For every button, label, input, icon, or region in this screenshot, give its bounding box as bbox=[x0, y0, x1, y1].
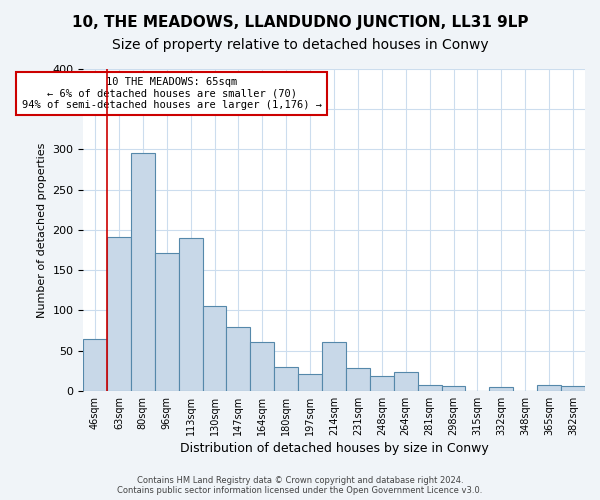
Bar bbox=[83, 338, 107, 391]
Bar bbox=[346, 368, 370, 391]
Bar bbox=[370, 376, 394, 391]
Bar bbox=[250, 342, 274, 391]
Bar bbox=[226, 326, 250, 391]
Bar bbox=[394, 372, 418, 391]
Bar bbox=[179, 238, 203, 391]
Bar bbox=[561, 386, 585, 391]
Bar bbox=[418, 384, 442, 391]
Text: 10 THE MEADOWS: 65sqm
← 6% of detached houses are smaller (70)
94% of semi-detac: 10 THE MEADOWS: 65sqm ← 6% of detached h… bbox=[22, 77, 322, 110]
Bar bbox=[274, 367, 298, 391]
Bar bbox=[107, 237, 131, 391]
Text: Size of property relative to detached houses in Conwy: Size of property relative to detached ho… bbox=[112, 38, 488, 52]
Text: 10, THE MEADOWS, LLANDUDNO JUNCTION, LL31 9LP: 10, THE MEADOWS, LLANDUDNO JUNCTION, LL3… bbox=[72, 15, 528, 30]
Bar bbox=[155, 254, 179, 391]
X-axis label: Distribution of detached houses by size in Conwy: Distribution of detached houses by size … bbox=[179, 442, 488, 455]
Bar bbox=[490, 387, 513, 391]
Bar bbox=[537, 384, 561, 391]
Bar bbox=[442, 386, 466, 391]
Bar bbox=[322, 342, 346, 391]
Bar bbox=[131, 152, 155, 391]
Y-axis label: Number of detached properties: Number of detached properties bbox=[37, 142, 47, 318]
Text: Contains HM Land Registry data © Crown copyright and database right 2024.
Contai: Contains HM Land Registry data © Crown c… bbox=[118, 476, 482, 495]
Bar bbox=[203, 306, 226, 391]
Bar bbox=[298, 374, 322, 391]
